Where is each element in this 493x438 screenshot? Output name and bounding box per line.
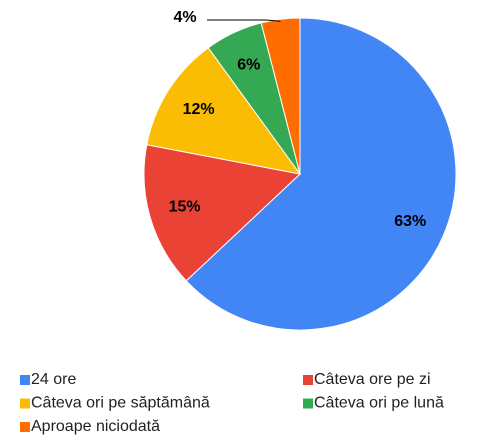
data-label: 15% [169, 199, 201, 216]
legend-label: Câteva ori pe săptămână [31, 395, 210, 412]
data-label: 12% [183, 101, 215, 118]
legend-swatch [20, 398, 30, 409]
pie-slice [143, 144, 302, 282]
legend-swatch [20, 375, 30, 385]
legend-label: Aproape niciodată [31, 418, 160, 435]
legend-swatch [303, 398, 313, 409]
pie-slice [185, 17, 457, 331]
leader-line [207, 19, 281, 22]
legend-swatch [20, 422, 30, 432]
legend-swatch [303, 375, 313, 385]
legend-label: Câteva ori pe lună [314, 395, 444, 412]
data-label: 6% [237, 57, 260, 74]
pie-slice [146, 47, 302, 175]
legend-label: 24 ore [31, 371, 76, 388]
legend-label: Câteva ore pe zi [314, 371, 431, 388]
data-label: 4% [173, 9, 196, 26]
pie-slice [260, 17, 301, 175]
data-label: 63% [394, 213, 426, 230]
